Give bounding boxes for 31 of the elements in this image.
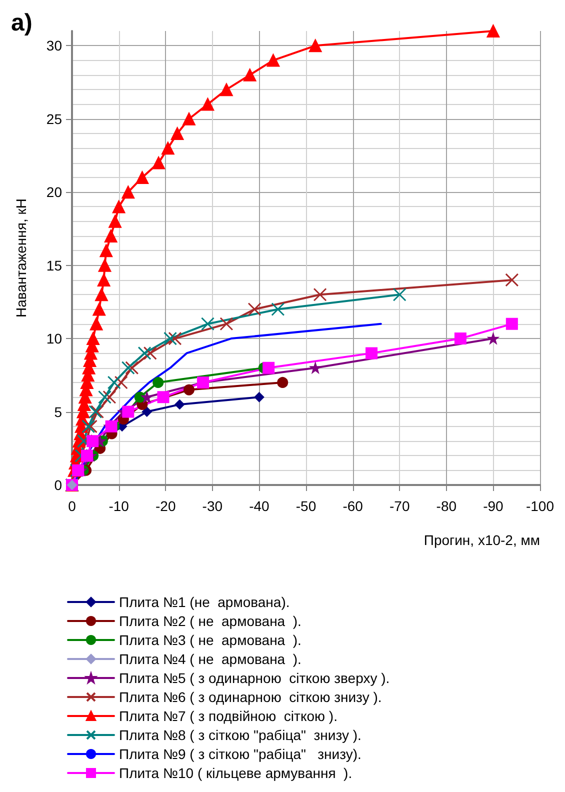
legend-label: Плита №6 ( з одинарною сіткою знизу ). bbox=[119, 689, 382, 705]
legend-label: Плита №9 ( з сіткою "рабіца" знизу). bbox=[119, 746, 362, 762]
legend-label: Плита №5 ( з одинарною сіткою зверху ). bbox=[119, 670, 390, 686]
x-tick-label: -10 bbox=[108, 498, 130, 514]
x-tick-label: 0 bbox=[68, 498, 76, 514]
x-tick-label: -100 bbox=[526, 498, 554, 514]
x-tick-label: -80 bbox=[436, 498, 457, 514]
x-tick-label: -60 bbox=[342, 498, 364, 514]
y-tick-label: 30 bbox=[46, 38, 62, 54]
legend-label: Плита №3 ( не армована ). bbox=[119, 632, 302, 648]
y-tick-label: 15 bbox=[46, 257, 62, 274]
x-tick-label: -20 bbox=[155, 498, 176, 514]
y-tick-label: 10 bbox=[46, 330, 62, 347]
chart-title: а) bbox=[11, 10, 32, 36]
x-tick-label: -50 bbox=[296, 498, 316, 514]
legend-label: Плита №2 ( не армована ). bbox=[119, 613, 302, 629]
x-axis-title: Прогин, х10-2, мм bbox=[424, 532, 540, 548]
x-tick-label: -40 bbox=[249, 498, 270, 514]
legend-label: Плита №4 ( не армована ). bbox=[119, 651, 302, 667]
legend-label: Плита №1 (не армована). bbox=[119, 594, 290, 610]
y-axis-title: Навантаження, кН bbox=[13, 198, 29, 318]
y-tick-label: 5 bbox=[54, 404, 62, 420]
y-tick-label: 25 bbox=[46, 110, 62, 127]
legend-label: Плита №7 ( з подвійною сіткою ). bbox=[119, 708, 338, 724]
y-tick-label: 0 bbox=[54, 477, 62, 493]
y-tick-label: 20 bbox=[46, 184, 62, 200]
x-tick-label: -70 bbox=[389, 498, 410, 514]
legend-label: Плита №8 ( з сіткою "рабіца" знизу ). bbox=[119, 727, 362, 743]
x-tick-label: -30 bbox=[202, 498, 223, 514]
legend-label: Плита №10 ( кільцеве армування ). bbox=[119, 765, 352, 781]
x-tick-label: -90 bbox=[483, 498, 504, 514]
